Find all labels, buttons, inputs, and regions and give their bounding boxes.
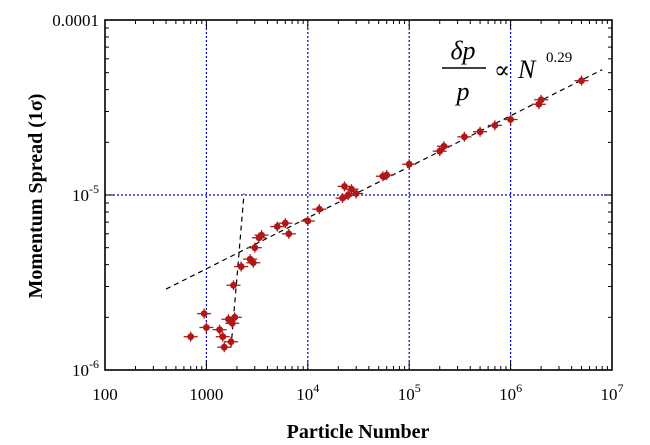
data-point-19 bbox=[281, 228, 296, 239]
data-points bbox=[183, 75, 589, 353]
y-axis-title: Momentum Spread (1σ) bbox=[25, 94, 47, 299]
data-marker bbox=[230, 281, 237, 289]
y-tick-exponent: -5 bbox=[89, 182, 99, 196]
data-marker bbox=[249, 259, 257, 267]
data-point-14 bbox=[247, 242, 262, 253]
data-point-0 bbox=[183, 331, 198, 342]
data-marker bbox=[219, 333, 227, 341]
data-point-7 bbox=[224, 336, 239, 347]
data-point-3 bbox=[212, 324, 227, 335]
data-point-33 bbox=[473, 126, 488, 137]
data-point-29 bbox=[402, 159, 417, 170]
data-marker bbox=[436, 147, 444, 155]
scaling-law-annotation: δp p ∝ N 0.29 bbox=[442, 36, 572, 106]
data-marker bbox=[476, 128, 484, 136]
x-tick-label-0: 100 bbox=[92, 385, 118, 404]
data-marker bbox=[187, 333, 195, 341]
data-point-16 bbox=[254, 230, 269, 241]
data-point-11 bbox=[234, 261, 249, 272]
data-marker bbox=[220, 343, 228, 351]
data-marker bbox=[537, 96, 545, 104]
data-marker bbox=[227, 338, 235, 346]
y-tick-exponent: -6 bbox=[89, 357, 99, 371]
data-marker bbox=[285, 230, 293, 238]
data-point-17 bbox=[270, 221, 285, 232]
y-tick-labels: 10-6 10-5 0.0001 bbox=[52, 11, 99, 380]
annotation-exponent: 0.29 bbox=[546, 50, 572, 66]
data-marker bbox=[228, 319, 236, 327]
data-marker bbox=[440, 142, 448, 150]
data-marker bbox=[216, 326, 224, 334]
data-point-2 bbox=[199, 322, 214, 333]
data-marker bbox=[460, 133, 468, 141]
data-marker bbox=[237, 263, 245, 270]
data-point-1 bbox=[197, 308, 212, 319]
annotation-variable: N bbox=[517, 55, 537, 84]
y-tick-label-1: 10-5 bbox=[72, 182, 99, 205]
x-tick-label-5: 107 bbox=[601, 381, 624, 404]
x-tick-exponent: 7 bbox=[618, 381, 624, 395]
data-marker bbox=[348, 185, 355, 193]
data-marker bbox=[507, 116, 514, 123]
x-tick-labels: 100 1000 104 105 106 107 bbox=[92, 381, 623, 404]
data-marker bbox=[200, 310, 208, 318]
data-marker bbox=[304, 217, 312, 225]
data-point-5 bbox=[217, 342, 232, 353]
data-point-13 bbox=[246, 257, 261, 268]
data-marker bbox=[281, 219, 289, 227]
data-marker bbox=[341, 182, 348, 190]
data-point-34 bbox=[487, 120, 502, 131]
data-marker bbox=[344, 191, 352, 199]
data-point-8 bbox=[225, 318, 240, 329]
annotation-numerator: δp bbox=[450, 36, 475, 65]
x-tick-label-1: 1000 bbox=[189, 385, 223, 404]
data-point-37 bbox=[534, 94, 549, 105]
data-point-38 bbox=[574, 75, 589, 86]
x-tick-exponent: 6 bbox=[516, 381, 522, 395]
data-marker bbox=[251, 244, 259, 252]
data-point-35 bbox=[503, 114, 518, 125]
fit-line-1 bbox=[230, 193, 245, 348]
x-axis-title: Particle Number bbox=[287, 421, 430, 443]
data-marker bbox=[352, 190, 360, 197]
x-tick-label-3: 105 bbox=[398, 381, 421, 404]
data-point-21 bbox=[312, 204, 327, 215]
data-point-26 bbox=[349, 188, 364, 199]
data-marker bbox=[258, 231, 265, 239]
data-point-18 bbox=[278, 218, 293, 229]
data-marker bbox=[273, 223, 281, 230]
y-tick-label-2: 0.0001 bbox=[52, 11, 99, 30]
data-marker bbox=[339, 194, 346, 202]
annotation-denominator: p bbox=[455, 77, 470, 106]
data-marker bbox=[578, 77, 585, 85]
data-marker bbox=[491, 121, 499, 129]
data-point-10 bbox=[226, 280, 241, 291]
data-point-9 bbox=[227, 312, 242, 323]
data-marker bbox=[315, 205, 323, 213]
data-marker bbox=[203, 324, 210, 331]
data-marker bbox=[405, 160, 413, 168]
data-point-23 bbox=[337, 181, 352, 192]
data-point-20 bbox=[300, 216, 315, 227]
x-tick-label-2: 104 bbox=[296, 381, 319, 404]
data-marker bbox=[383, 171, 391, 179]
data-point-32 bbox=[457, 131, 472, 142]
data-point-28 bbox=[379, 170, 394, 181]
x-tick-label-4: 106 bbox=[499, 381, 522, 404]
x-tick-exponent: 4 bbox=[313, 381, 319, 395]
data-point-4 bbox=[215, 331, 230, 342]
data-point-31 bbox=[436, 141, 451, 152]
plot-frame bbox=[104, 19, 613, 371]
data-marker bbox=[231, 313, 239, 321]
x-tick-exponent: 5 bbox=[415, 381, 421, 395]
y-tick-label-0: 10-6 bbox=[72, 357, 99, 380]
annotation-proportional: ∝ bbox=[494, 58, 510, 84]
